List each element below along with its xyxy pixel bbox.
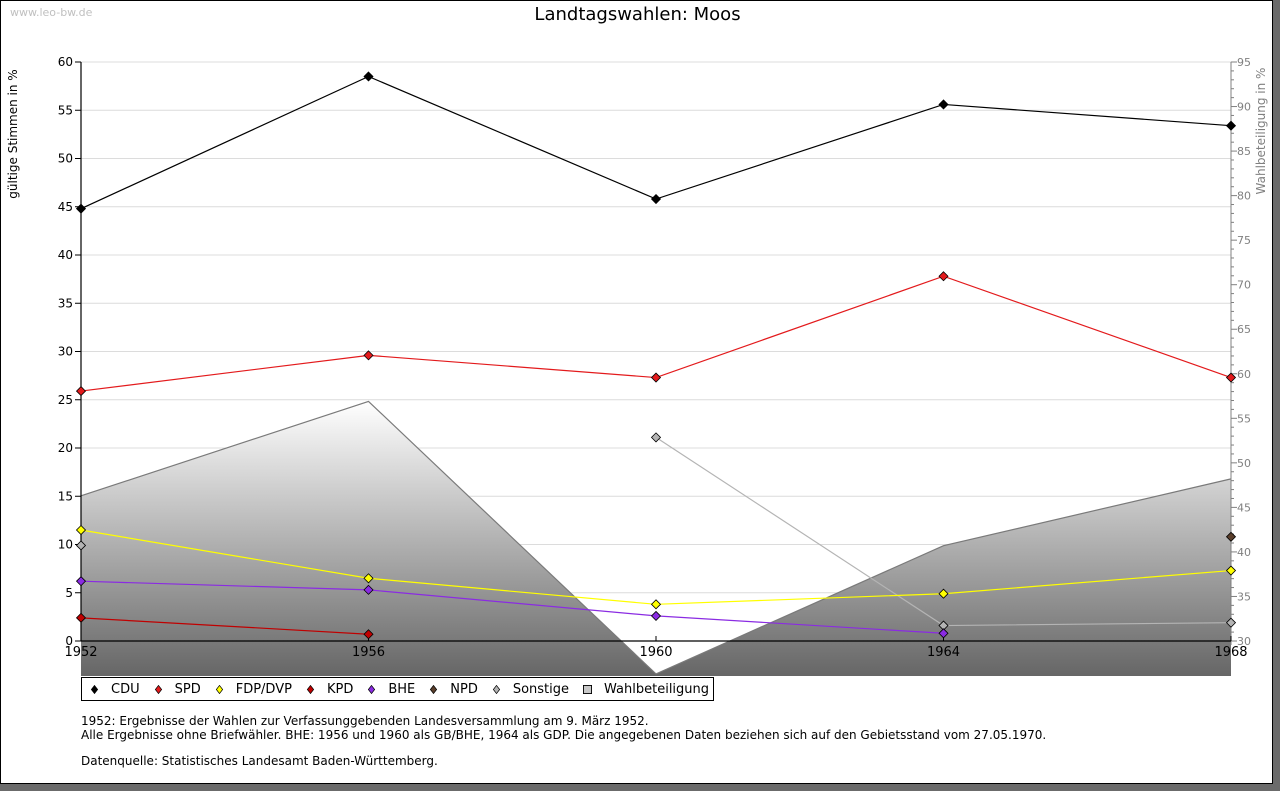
legend-item-kpd: KPD: [306, 682, 353, 697]
y-tick-label: 50: [58, 152, 73, 166]
y2-tick-label: 30: [1237, 635, 1251, 648]
legend-diamond-icon: [492, 684, 500, 694]
x-tick-label: 1964: [927, 645, 960, 660]
data-point-cdu: [650, 193, 662, 205]
data-point-spd: [938, 271, 949, 282]
data-point-spd: [75, 385, 87, 397]
series-points: [75, 71, 1237, 640]
legend-item-bhe: BHE: [367, 682, 415, 697]
legend: CDU SPD FDP/DVP KPD BHE NPD Sonstige Wahlbeteil…: [81, 677, 715, 701]
y-tick-label: 20: [58, 441, 73, 455]
legend-item-spd: SPD: [154, 682, 201, 697]
legend-label: BHE: [388, 681, 416, 697]
legend-diamond-icon: [215, 684, 223, 694]
data-point-sonstige: [75, 540, 87, 551]
y-tick-label: 30: [58, 345, 73, 359]
data-point-spd: [363, 350, 374, 361]
data-point-spd: [1225, 372, 1237, 383]
note-line-2: Alle Ergebnisse ohne Briefwähler. BHE: 1…: [81, 728, 1047, 742]
data-point-sonstige: [1225, 617, 1237, 628]
data-point-fdp-dvp: [938, 588, 949, 599]
data-source: Datenquelle: Statistisches Landesamt Bad…: [81, 754, 438, 768]
data-point-fdp-dvp: [75, 524, 87, 536]
data-point-bhe: [363, 584, 374, 595]
data-point-bhe: [938, 628, 949, 639]
y2-tick-label: 85: [1237, 145, 1251, 158]
data-point-kpd: [75, 612, 87, 623]
data-point-kpd: [363, 629, 374, 640]
data-point-cdu: [1225, 120, 1237, 131]
series-line-kpd: [80, 617, 369, 635]
legend-item-sonstige: Sonstige: [492, 682, 569, 697]
y-tick-label: 10: [58, 538, 73, 552]
axes: 0 5 10 15 20 25 30 35 40 45 50 55 60 30 35 40 45 50 55 60 65…: [58, 55, 1251, 660]
legend-item-fdp-dvp: FDP/DVP: [215, 682, 292, 697]
y2-tick-label: 40: [1237, 546, 1251, 559]
y-tick-label: 25: [58, 393, 73, 407]
data-point-bhe: [650, 610, 662, 621]
y2-tick-label: 70: [1237, 279, 1251, 292]
y-tick-label: 0: [65, 634, 73, 648]
legend-diamond-icon: [368, 684, 376, 694]
watermark: www.leo-bw.de: [10, 6, 93, 19]
data-point-fdp-dvp: [1225, 565, 1237, 576]
legend-diamond-icon: [154, 684, 162, 694]
y-tick-label: 60: [58, 55, 73, 69]
data-point-fdp-dvp: [650, 599, 662, 610]
y2-tick-label: 35: [1237, 590, 1251, 603]
y-tick-label: 40: [58, 248, 73, 262]
x-tick-label: 1956: [352, 645, 385, 660]
data-point-npd: [1225, 531, 1237, 542]
legend-item-npd: NPD: [429, 682, 478, 697]
legend-diamond-icon: [90, 684, 99, 694]
legend-label: Wahlbeteiligung: [604, 681, 710, 697]
chart-title: Landtagswahlen: Moos: [534, 4, 741, 25]
note-line-1: 1952: Ergebnisse der Wahlen zur Verfassu…: [81, 714, 649, 728]
y2-tick-label: 65: [1237, 323, 1251, 336]
y2-tick-label: 50: [1237, 457, 1251, 470]
y-tick-label: 5: [65, 586, 73, 600]
y2-tick-label: 75: [1237, 234, 1251, 247]
y-tick-label: 55: [58, 103, 73, 117]
data-point-bhe: [75, 576, 87, 587]
y2-tick-label: 55: [1237, 412, 1251, 425]
y-tick-label: 45: [58, 200, 73, 214]
data-point-spd: [650, 372, 662, 383]
x-tick-label: 1968: [1214, 645, 1247, 660]
y-tick-label: 35: [58, 296, 73, 310]
data-point-sonstige: [650, 432, 662, 443]
x-tick-label: 1952: [64, 645, 97, 660]
chart-canvas: 0 5 10 15 20 25 30 35 40 45 50 55 60 30 35 40 45 50 55 60 65…: [6, 55, 1268, 676]
series-line-bhe: [80, 580, 944, 634]
legend-diamond-icon: [430, 684, 438, 694]
data-point-cdu: [75, 203, 87, 214]
legend-label: Sonstige: [512, 681, 570, 697]
y2-tick-label: 90: [1237, 101, 1251, 114]
legend-label: KPD: [326, 681, 354, 697]
legend-label: SPD: [174, 681, 201, 697]
y2-tick-label: 80: [1237, 190, 1251, 203]
turnout-area-line: [80, 400, 1232, 675]
y2-tick-label: 95: [1237, 56, 1251, 69]
y-tick-label: 15: [58, 489, 73, 503]
legend-diamond-icon: [306, 684, 315, 694]
y2-tick-label: 60: [1237, 368, 1251, 381]
data-point-cdu: [363, 71, 374, 82]
turnout-area: [80, 400, 1232, 676]
data-point-fdp-dvp: [363, 573, 374, 584]
legend-item-cdu: CDU: [90, 682, 140, 697]
y2-tick-label: 45: [1237, 501, 1251, 514]
series-line-cdu: [80, 75, 1232, 210]
y2-axis-label: Wahlbeteiligung in %: [1254, 68, 1268, 195]
y-axis-label: gültige Stimmen in %: [6, 69, 20, 198]
legend-label: FDP/DVP: [235, 681, 292, 697]
legend-label: NPD: [450, 681, 478, 697]
turnout-area-fill: [81, 401, 1231, 676]
data-point-cdu: [938, 99, 949, 110]
legend-item-wahlbeteiligung: Wahlbeteiligung: [583, 682, 709, 697]
x-tick-label: 1960: [639, 645, 672, 660]
legend-label: CDU: [111, 681, 140, 697]
legend-square-icon: [583, 684, 593, 694]
